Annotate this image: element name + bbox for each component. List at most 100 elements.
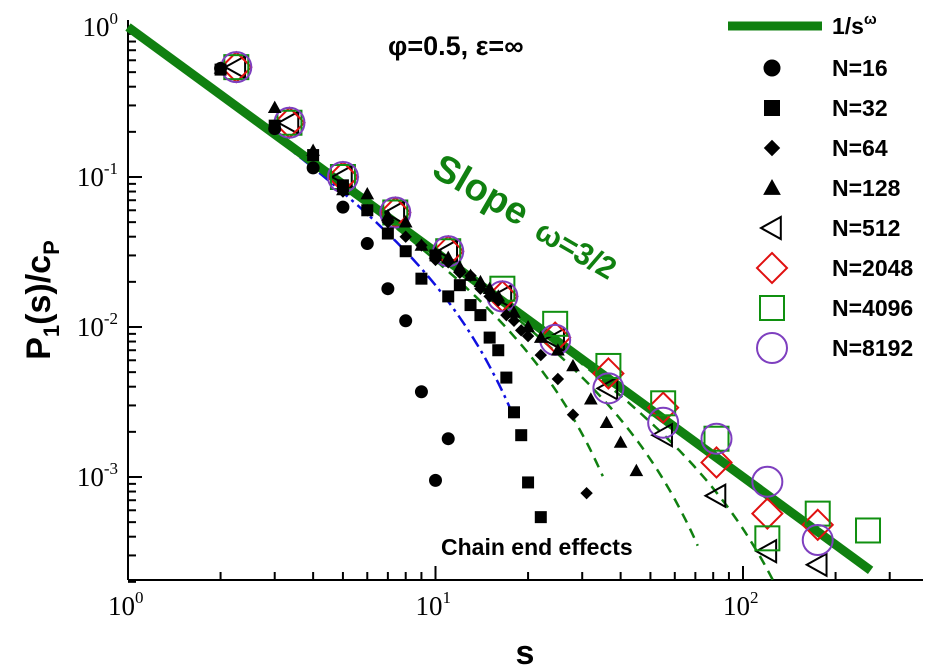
data-point bbox=[855, 517, 882, 544]
x-tick-label: 100 bbox=[108, 588, 144, 621]
data-point bbox=[482, 281, 497, 295]
legend-marker bbox=[763, 178, 781, 195]
data-point bbox=[463, 268, 478, 281]
data-point bbox=[441, 432, 455, 446]
data-point bbox=[428, 246, 443, 259]
data-point bbox=[700, 422, 733, 455]
legend-label: N=4096 bbox=[832, 295, 913, 321]
data-point bbox=[336, 200, 350, 214]
data-point bbox=[452, 260, 467, 273]
data-point bbox=[592, 372, 625, 405]
fit-curve bbox=[219, 94, 604, 477]
data-point bbox=[534, 348, 548, 362]
data-point bbox=[492, 344, 505, 357]
legend-label: N=128 bbox=[832, 175, 901, 201]
data-point bbox=[595, 352, 622, 379]
data-point bbox=[647, 406, 680, 439]
legend-ref-label-base: 1/s bbox=[832, 13, 864, 39]
data-point bbox=[533, 330, 548, 343]
chain-end-annotation: Chain end effects bbox=[441, 534, 633, 560]
data-point bbox=[399, 314, 413, 328]
data-point bbox=[414, 238, 429, 251]
data-point bbox=[223, 54, 247, 80]
data-point bbox=[464, 299, 477, 312]
data-point bbox=[483, 331, 496, 344]
data-point bbox=[534, 511, 547, 524]
axis-ticks bbox=[127, 32, 891, 583]
slope-annotation-label: Slope bbox=[426, 146, 537, 234]
data-point bbox=[542, 327, 565, 353]
data-point bbox=[646, 391, 680, 425]
data-point bbox=[381, 208, 395, 222]
data-point bbox=[268, 119, 281, 132]
data-point bbox=[429, 473, 442, 487]
data-point bbox=[801, 508, 835, 542]
legend-marker bbox=[763, 139, 781, 157]
data-point bbox=[507, 314, 521, 327]
data-point bbox=[750, 497, 784, 531]
data-point bbox=[399, 245, 412, 258]
data-point bbox=[583, 392, 598, 405]
data-point bbox=[703, 483, 727, 509]
data-point bbox=[650, 390, 677, 417]
data-point bbox=[507, 406, 520, 419]
data-points bbox=[213, 50, 882, 578]
data-point bbox=[551, 343, 565, 356]
data-point bbox=[382, 199, 406, 226]
data-point bbox=[474, 309, 487, 322]
data-point bbox=[213, 61, 228, 74]
legend-marker bbox=[764, 100, 780, 116]
data-point bbox=[754, 525, 781, 552]
data-point bbox=[613, 435, 628, 448]
data-point bbox=[542, 310, 569, 337]
data-point bbox=[521, 329, 535, 343]
legend-label: N=32 bbox=[832, 95, 888, 121]
legend-ref-label: 1/sω bbox=[832, 11, 877, 39]
legend-marker bbox=[759, 295, 785, 321]
data-point bbox=[703, 425, 730, 452]
data-point bbox=[751, 465, 784, 498]
legend-label: N=2048 bbox=[832, 255, 913, 281]
data-point bbox=[381, 282, 395, 296]
data-point bbox=[399, 230, 412, 243]
data-point bbox=[522, 476, 535, 489]
y-axis-label: P1(s)/cP bbox=[20, 240, 64, 360]
data-point bbox=[306, 161, 320, 175]
data-point bbox=[566, 358, 580, 372]
y-axis-label-sub1: 1 bbox=[39, 325, 64, 337]
data-point bbox=[415, 272, 428, 285]
legend: 1/sω N=16 N=32 N=64 N=128 N=512 N=2048 N=4096 N… bbox=[728, 11, 913, 364]
chart-title: φ=0.5, ε=∞ bbox=[388, 31, 523, 61]
y-axis-label-mid: (s)/c bbox=[20, 255, 58, 325]
data-point bbox=[551, 372, 565, 386]
legend-label: N=512 bbox=[832, 215, 900, 241]
data-point bbox=[473, 274, 488, 288]
x-axis-label: s bbox=[516, 634, 535, 666]
data-point bbox=[566, 408, 580, 421]
legend-ref-label-sup: ω bbox=[864, 11, 877, 28]
legend-marker bbox=[755, 251, 789, 285]
data-point bbox=[580, 486, 593, 500]
data-point bbox=[507, 305, 521, 318]
data-point bbox=[306, 143, 320, 156]
data-point bbox=[591, 357, 625, 390]
data-point bbox=[414, 385, 428, 399]
data-point bbox=[804, 552, 828, 578]
data-point bbox=[453, 279, 466, 292]
legend-marker bbox=[756, 332, 788, 364]
y-tick-label: 10-2 bbox=[77, 309, 118, 342]
data-point bbox=[595, 375, 619, 402]
data-point bbox=[381, 227, 394, 240]
tick-labels: 100 101 102 100 10-1 10-2 10-3 bbox=[77, 9, 759, 621]
legend-marker bbox=[758, 215, 782, 241]
data-point bbox=[442, 290, 455, 303]
legend-marker bbox=[763, 59, 781, 77]
y-axis-label-sub2: P bbox=[39, 240, 64, 255]
x-tick-label: 101 bbox=[416, 588, 452, 621]
data-point bbox=[599, 415, 614, 429]
data-point bbox=[276, 110, 300, 136]
data-point bbox=[398, 215, 413, 228]
slope-annotation-omega: ω=3/2 bbox=[529, 212, 622, 286]
data-point bbox=[500, 371, 513, 384]
data-point bbox=[521, 319, 535, 333]
